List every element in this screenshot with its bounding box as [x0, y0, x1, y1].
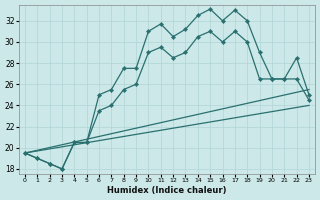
X-axis label: Humidex (Indice chaleur): Humidex (Indice chaleur) — [107, 186, 227, 195]
